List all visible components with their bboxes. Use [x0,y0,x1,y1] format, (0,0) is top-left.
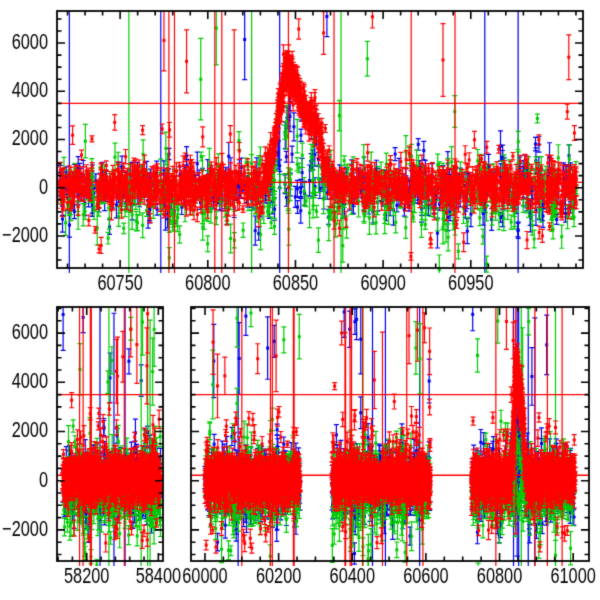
light-curve-canvas [0,0,600,600]
figure-container [0,0,600,600]
